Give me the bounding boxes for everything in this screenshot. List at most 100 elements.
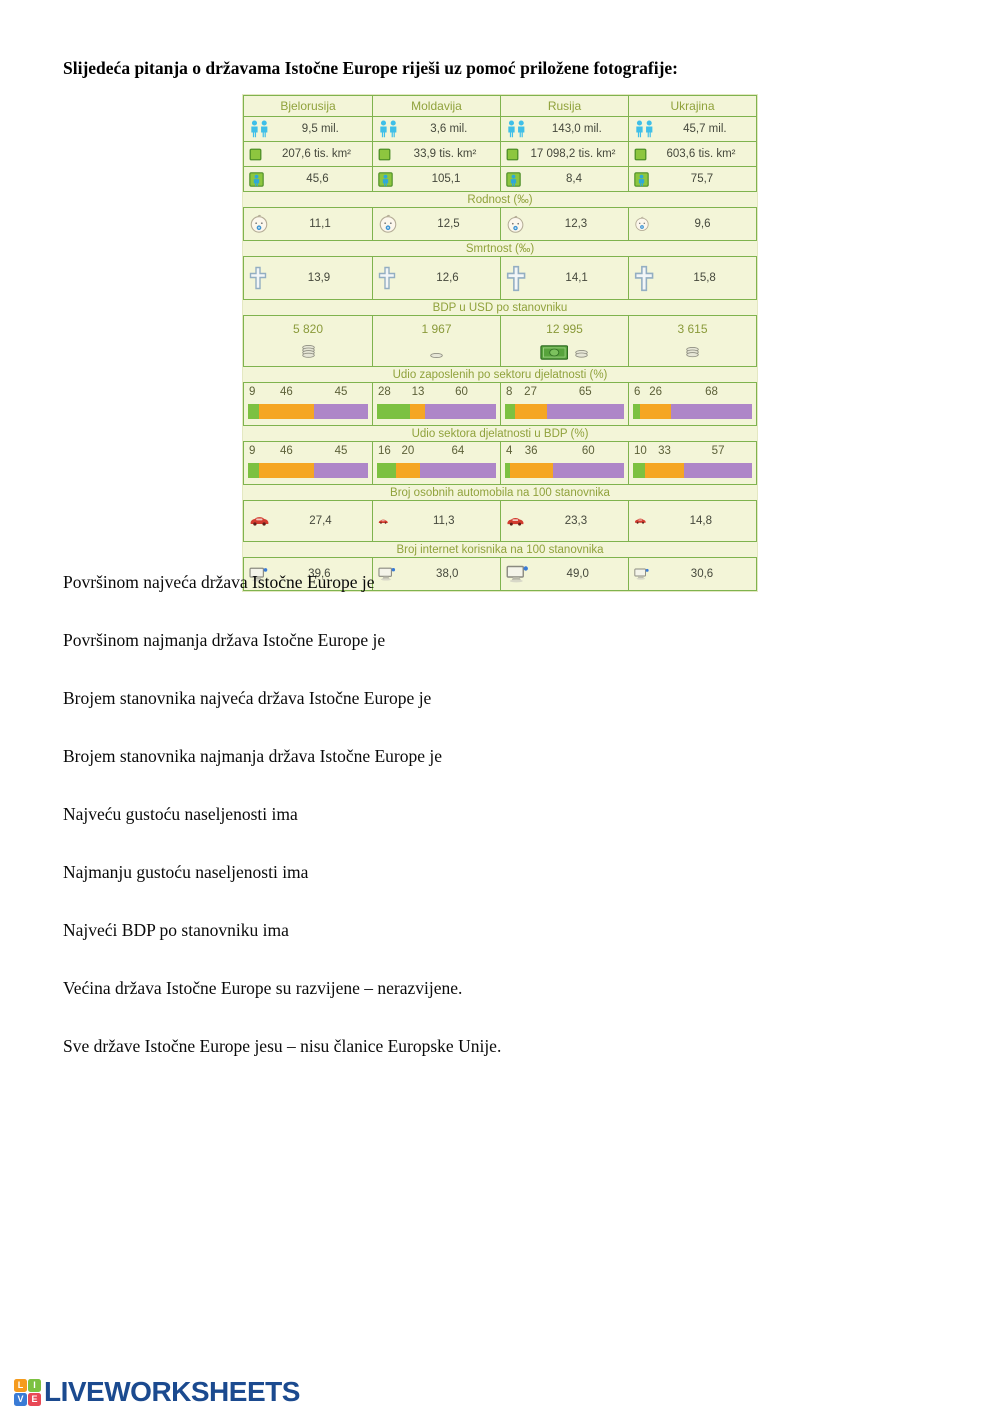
stat-value: 9,5 mil. (301, 123, 339, 135)
money-icons (429, 338, 444, 360)
density-icon (634, 171, 649, 187)
population-icon (634, 120, 655, 138)
sector-bar-segment-1 (258, 404, 314, 419)
sector-bar-cell: 9 46 45 (244, 383, 372, 425)
bdp-value: 5 820 (292, 322, 324, 336)
density-icon (249, 171, 264, 187)
sector-value: 9 (249, 386, 256, 398)
sector-bar-values: 4 36 60 (505, 445, 624, 460)
sector-bar-segment-0 (633, 463, 645, 478)
money-icons (685, 338, 700, 360)
cell-cars: 27,4 (244, 501, 372, 541)
sector-bar-values: 28 13 60 (377, 386, 496, 401)
sector-bar-values: 10 33 57 (633, 445, 752, 460)
cross-icon (506, 265, 526, 292)
value-smrtnost: 15,8 (693, 272, 716, 284)
stat-cell: 207,6 tis. km² (244, 142, 372, 166)
cell-internet: 39,6 (244, 558, 372, 590)
value-smrtnost: 13,9 (307, 272, 331, 284)
coin-stack-icon (429, 352, 444, 361)
stat-row-area: 207,6 tis. km² 33,9 tis. km² 17 098,2 tis.… (243, 141, 757, 167)
sector-value: 8 (506, 386, 513, 398)
sector-bar-values: 6 26 68 (633, 386, 752, 401)
cell-smrtnost: 14,1 (500, 257, 628, 299)
value-rodnost: 11,1 (309, 218, 331, 230)
stat-value: 603,6 tis. km² (666, 148, 736, 160)
section-title-label: Udio zaposlenih po sektoru djelatnosti (… (392, 368, 608, 381)
cell-cars: 23,3 (500, 501, 628, 541)
coin-stack-icon (574, 349, 589, 360)
sector-bar-cell: 9 46 45 (244, 442, 372, 484)
car-icon (378, 519, 389, 524)
sector-value: 68 (705, 386, 718, 398)
sector-value: 28 (378, 386, 391, 398)
section-title-label: BDP u USD po stanovniku (432, 301, 568, 314)
sector-bar-segment-1 (409, 404, 426, 419)
car-icon (249, 516, 270, 526)
sector-bar (248, 463, 368, 478)
cell-smrtnost: 15,8 (628, 257, 756, 299)
sector-value: 65 (578, 386, 592, 398)
sector-bar-values: 9 46 45 (248, 386, 368, 401)
cell-bdp: 5 820 (244, 316, 372, 366)
question-3: Brojem stanovnika najveća država Istočne… (63, 688, 432, 708)
stat-value: 3,6 mil. (430, 123, 468, 135)
sector-bar-segment-0 (633, 404, 641, 419)
section-title-bars: Udio sektora djelatnosti u BDP (%) (243, 426, 757, 441)
value-cars: 23,3 (564, 515, 588, 527)
section-title-smrtnost: Smrtnost (‰) (243, 241, 757, 256)
cross-icon (634, 265, 654, 292)
sector-value: 16 (378, 445, 391, 457)
country-name: Ukrajina (670, 99, 715, 113)
stat-cell: 75,7 (628, 167, 756, 191)
sector-bar-segment-2 (552, 463, 624, 478)
sector-bar-segment-1 (640, 404, 672, 419)
stat-cell: 143,0 mil. (500, 117, 628, 141)
sector-bar-segment-1 (396, 463, 420, 478)
value-cars: 11,3 (432, 515, 455, 527)
stat-value: 33,9 tis. km² (413, 148, 477, 160)
stat-value: 45,7 mil. (683, 123, 727, 135)
sector-value: 36 (524, 445, 538, 457)
density-icon (506, 171, 521, 187)
questions-list: Površinom najveća država Istočne Europe … (63, 572, 501, 1057)
cell-bdp: 3 615 (628, 316, 756, 366)
stat-cell: 8,4 (500, 167, 628, 191)
cell-bdp: 1 967 (372, 316, 500, 366)
bdp-value: 1 967 (421, 322, 452, 336)
sector-value: 64 (451, 445, 465, 457)
stat-cell: 3,6 mil. (372, 117, 500, 141)
money-icons (301, 338, 316, 360)
question-4: Brojem stanovnika najmanja država Istočn… (63, 746, 443, 766)
question-2: Površinom najmanja država Istočne Europe… (63, 630, 386, 650)
stat-value: 8,4 (566, 173, 582, 185)
sector-bar-cell: 8 27 65 (500, 383, 628, 425)
computer-icon (506, 565, 529, 583)
computer-icon (378, 567, 396, 581)
sector-bar-values: 8 27 65 (505, 386, 624, 401)
section-title-bars: Udio zaposlenih po sektoru djelatnosti (… (243, 367, 757, 382)
cell-internet: 30,6 (628, 558, 756, 590)
value-internet: 38,0 (436, 568, 459, 580)
sector-value: 46 (279, 386, 293, 398)
sector-bar (633, 463, 752, 478)
cell-rodnost: 11,1 (244, 208, 372, 240)
sector-value: 4 (506, 445, 513, 457)
cell-cars: 11,3 (372, 501, 500, 541)
section-title-bdp: BDP u USD po stanovniku (243, 300, 757, 315)
sector-bar-values: 16 20 64 (377, 445, 496, 460)
cell-rodnost: 9,6 (628, 208, 756, 240)
sector-value: 46 (279, 445, 293, 457)
car-icon (634, 518, 647, 524)
section-title-internet: Broj internet korisnika na 100 stanovnik… (243, 542, 757, 557)
stat-cell: 9,5 mil. (244, 117, 372, 141)
baby-icon (634, 216, 650, 232)
sector-bar-segment-2 (546, 404, 624, 419)
section-title-cars: Broj osobnih automobila na 100 stanovnik… (243, 485, 757, 500)
sector-value: 33 (658, 445, 671, 457)
section-row-smrtnost: 13,9 12,6 14,1 15,8 (243, 256, 757, 300)
sector-value: 9 (249, 445, 256, 457)
stat-row-density: 45,6 105,1 8,4 75,7 (243, 166, 757, 192)
sector-bar-segment-0 (377, 404, 410, 419)
